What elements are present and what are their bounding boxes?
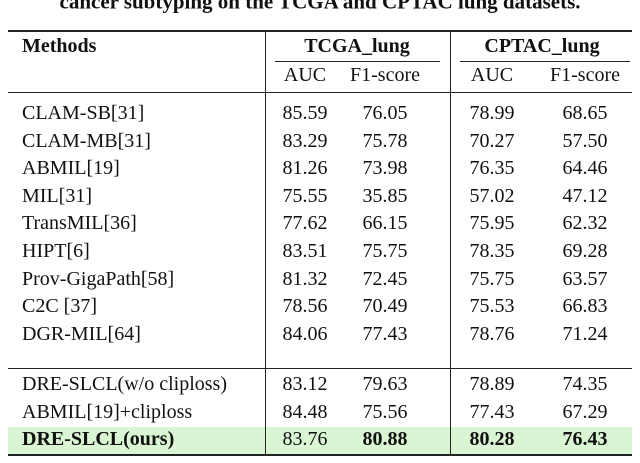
metric-value: 84.48 — [282, 400, 328, 423]
metric-value: 75.55 — [282, 184, 328, 207]
group-header: TCGA_lung — [304, 35, 410, 57]
method-name: ABMIL[19]+cliploss — [22, 400, 193, 423]
metric-value: 83.12 — [282, 373, 328, 395]
metric-value: 66.15 — [362, 212, 408, 235]
column-divider — [450, 31, 451, 455]
metric-value: 85.59 — [282, 102, 328, 124]
section-rule — [8, 368, 632, 369]
metric-value: 76.43 — [562, 428, 608, 451]
metric-value: 75.56 — [362, 400, 408, 423]
metric-value: 78.56 — [282, 295, 328, 318]
metric-value: 78.89 — [469, 373, 515, 395]
metric-value: 72.45 — [362, 267, 408, 290]
metric-value: 64.46 — [562, 157, 608, 180]
metric-header: F1-score — [350, 64, 420, 86]
metric-value: 75.78 — [362, 129, 408, 152]
metric-value: 78.76 — [469, 322, 515, 345]
metric-header: F1-score — [550, 64, 620, 86]
metric-value: 83.76 — [282, 428, 328, 451]
metric-value: 75.75 — [362, 240, 408, 262]
metric-value: 80.28 — [469, 428, 515, 451]
method-name: HIPT[6] — [22, 240, 90, 262]
metric-value: 35.85 — [362, 184, 408, 207]
metric-value: 83.51 — [282, 240, 328, 262]
metric-value: 77.43 — [469, 400, 515, 423]
metric-value: 67.29 — [562, 400, 608, 423]
metric-value: 81.32 — [282, 267, 328, 290]
method-name: Prov-GigaPath[58] — [22, 267, 175, 290]
metric-value: 79.63 — [362, 373, 408, 395]
metric-value: 71.24 — [562, 322, 608, 345]
metric-value: 77.43 — [362, 322, 408, 345]
caption: cancer subtyping on the TCGA and CPTAC l… — [59, 0, 581, 14]
group-rule — [275, 61, 440, 62]
bottom-rule — [8, 454, 632, 456]
metric-value: 75.75 — [469, 267, 515, 290]
metric-value: 74.35 — [562, 373, 608, 395]
metric-value: 76.35 — [469, 157, 515, 180]
method-name: DGR-MIL[64] — [22, 322, 141, 345]
metric-value: 78.35 — [469, 240, 515, 262]
metric-value: 57.02 — [469, 184, 515, 207]
method-name: ABMIL[19] — [22, 157, 120, 180]
metric-value: 70.27 — [469, 129, 515, 152]
metric-value: 84.06 — [282, 322, 328, 345]
metric-value: 80.88 — [362, 428, 408, 451]
group-header: CPTAC_lung — [484, 35, 600, 57]
header-rule — [8, 92, 632, 93]
highlight-row — [8, 427, 632, 454]
metric-value: 78.99 — [469, 102, 515, 124]
metric-header: AUC — [283, 64, 327, 86]
metric-value: 77.62 — [282, 212, 328, 235]
metric-value: 70.49 — [362, 295, 408, 318]
metric-value: 62.32 — [562, 212, 608, 235]
metric-value: 47.12 — [562, 184, 608, 207]
method-name: CLAM-MB[31] — [22, 129, 151, 152]
metric-value: 76.05 — [362, 102, 408, 124]
method-name: MIL[31] — [22, 184, 92, 207]
metric-value: 75.95 — [469, 212, 515, 235]
metric-value: 68.65 — [562, 102, 608, 124]
top-rule — [8, 30, 632, 32]
metric-value: 57.50 — [562, 129, 608, 152]
metric-value: 75.53 — [469, 295, 515, 318]
method-name: DRE-SLCL(ours) — [22, 428, 175, 451]
metric-value: 81.26 — [282, 157, 328, 180]
column-divider — [265, 31, 266, 455]
method-name: CLAM-SB[31] — [22, 102, 145, 124]
group-rule — [460, 61, 630, 62]
metric-value: 63.57 — [562, 267, 608, 290]
metric-header: AUC — [470, 64, 514, 86]
metric-value: 66.83 — [562, 295, 608, 318]
metric-value: 69.28 — [562, 240, 608, 262]
column-header: Methods — [22, 35, 97, 57]
metric-value: 73.98 — [362, 157, 408, 180]
method-name: C2C [37] — [22, 295, 97, 318]
method-name: TransMIL[36] — [22, 212, 137, 235]
metric-value: 83.29 — [282, 129, 328, 152]
method-name: DRE-SLCL(w/o cliploss) — [22, 373, 227, 395]
